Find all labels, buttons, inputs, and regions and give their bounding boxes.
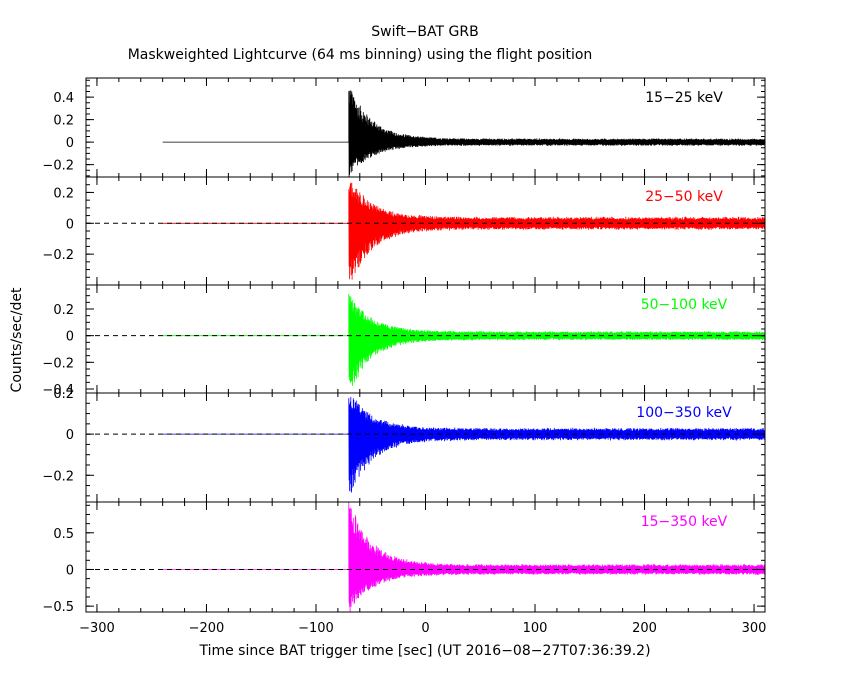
x-tick-label: 200 xyxy=(632,621,657,636)
y-tick-label: 0 xyxy=(66,136,74,151)
y-tick-label: 0 xyxy=(66,330,74,345)
y-tick-label: 0.4 xyxy=(53,91,74,106)
y-tick-label: 0.2 xyxy=(53,186,74,201)
y-tick-label: 0.2 xyxy=(53,303,74,318)
y-tick-label: 0 xyxy=(66,563,74,578)
y-tick-label: 0.5 xyxy=(53,527,74,542)
x-tick-label: −200 xyxy=(189,621,225,636)
x-tick-label: 0 xyxy=(421,621,429,636)
y-tick-label: 0.2 xyxy=(53,387,74,402)
x-tick-label: −100 xyxy=(298,621,334,636)
chart-title: Swift−BAT GRB xyxy=(371,24,478,40)
band-label: 15−25 keV xyxy=(645,90,723,106)
panel-5: −0.5 0 0.5 15−350 keV xyxy=(42,501,766,615)
y-axis-label: Counts/sec/det xyxy=(9,287,25,392)
x-tick-label: −300 xyxy=(79,621,115,636)
panel-2: −0.2 0 0.2 25−50 keV xyxy=(42,176,766,286)
series-line-1 xyxy=(162,90,765,177)
y-tick-label: −0.2 xyxy=(42,469,74,484)
band-label: 25−50 keV xyxy=(645,189,723,205)
y-tick-label: −0.2 xyxy=(42,356,74,371)
band-label: 100−350 keV xyxy=(636,405,732,421)
y-tick-label: 0 xyxy=(66,428,74,443)
x-tick-label: 100 xyxy=(523,621,548,636)
panel-1: −0.2 0 0.2 0.4 15−25 keV xyxy=(42,77,766,178)
band-label: 15−350 keV xyxy=(641,514,728,530)
x-axis-label: Time since BAT trigger time [sec] (UT 20… xyxy=(198,643,650,659)
y-tick-label: −0.4 xyxy=(42,383,74,398)
panels-group: −0.200.20.4 15−25 keV−0.200.2 25−50 keV−0.… xyxy=(42,77,767,636)
panel-3: −0.4 −0.2 0 0.2 50−100 keV xyxy=(42,284,766,398)
y-tick-label: −0.5 xyxy=(42,600,74,615)
y-tick-label: −0.2 xyxy=(42,159,74,174)
panel-4: −0.2 0 0.2 100−350 keV xyxy=(42,387,766,503)
band-label: 50−100 keV xyxy=(641,297,728,313)
y-tick-label: −0.2 xyxy=(42,248,74,263)
y-tick-label: 0 xyxy=(66,217,74,232)
series-line-2 xyxy=(162,182,765,280)
chart-subtitle: Maskweighted Lightcurve (64 ms binning) … xyxy=(128,47,593,63)
y-tick-label: 0.2 xyxy=(53,114,74,129)
x-tick-label: 300 xyxy=(742,621,767,636)
